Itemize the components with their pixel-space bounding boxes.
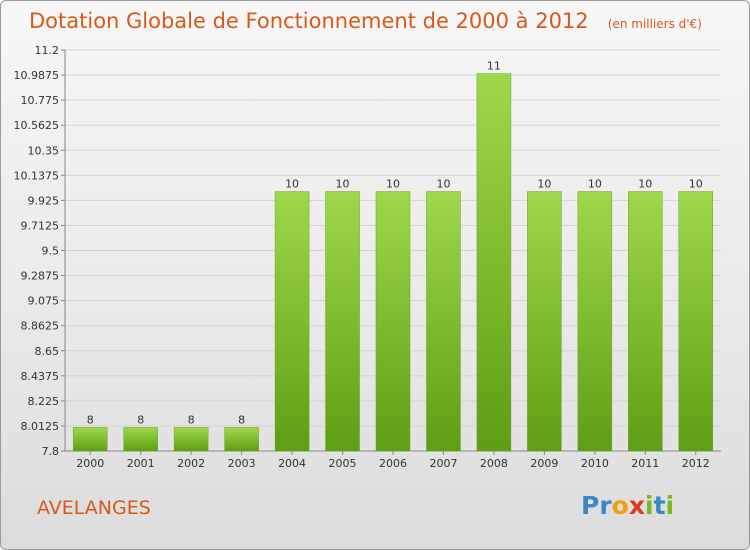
bar-value-label: 11 bbox=[487, 60, 501, 73]
bar bbox=[426, 191, 461, 452]
y-tick-label: 8.8625 bbox=[21, 320, 60, 333]
x-tick-label: 2008 bbox=[480, 457, 508, 470]
bar-value-label: 10 bbox=[436, 178, 450, 191]
y-tick-label: 8.0125 bbox=[21, 420, 60, 433]
bar bbox=[375, 191, 411, 452]
x-tick-label: 2004 bbox=[278, 457, 306, 470]
logo-letter: x bbox=[628, 491, 645, 520]
bar bbox=[325, 191, 360, 452]
bars bbox=[72, 73, 714, 452]
bar-value-label: 10 bbox=[285, 178, 299, 191]
x-tick-label: 2002 bbox=[177, 457, 205, 470]
data-labels: 8 8 8 8 10 10 10 10 11 10 10 10 10 bbox=[87, 60, 703, 427]
proxiti-logo[interactable]: Proxiti bbox=[581, 491, 674, 520]
y-tick-label: 10.9875 bbox=[14, 69, 60, 82]
bar-value-label: 10 bbox=[336, 178, 350, 191]
x-tick-label: 2006 bbox=[379, 457, 407, 470]
bar-value-label: 8 bbox=[238, 413, 245, 426]
logo-letter: r bbox=[599, 491, 612, 520]
bar-value-label: 10 bbox=[638, 178, 652, 191]
y-tick-label: 11.2 bbox=[35, 44, 60, 57]
bar bbox=[123, 427, 158, 452]
x-tick-label: 2010 bbox=[581, 457, 609, 470]
bar-value-label: 10 bbox=[537, 178, 551, 191]
x-tick-label: 2009 bbox=[530, 457, 558, 470]
y-tick-label: 10.35 bbox=[28, 144, 60, 157]
y-tick-label: 8.225 bbox=[28, 395, 60, 408]
bar-value-label: 10 bbox=[386, 178, 400, 191]
chart-subtitle: (en milliers d'€) bbox=[607, 17, 702, 31]
y-tick-label: 8.65 bbox=[35, 345, 60, 358]
y-tick-label: 9.075 bbox=[28, 295, 60, 308]
bar bbox=[173, 427, 209, 452]
bar bbox=[628, 191, 663, 452]
x-tick-label: 2012 bbox=[682, 457, 710, 470]
commune-name: AVELANGES bbox=[37, 497, 151, 519]
bar-value-label: 8 bbox=[87, 413, 94, 426]
y-tick-label: 8.4375 bbox=[21, 370, 60, 383]
x-tick-label: 2003 bbox=[228, 457, 256, 470]
x-tick-labels: 2000 2001 2002 2003 2004 2005 2006 2007 2008 2009… bbox=[76, 457, 710, 470]
bar-value-label: 10 bbox=[588, 178, 602, 191]
logo-letter: i bbox=[665, 491, 675, 520]
bar bbox=[527, 191, 562, 452]
bar-value-label: 10 bbox=[689, 178, 703, 191]
bar bbox=[274, 191, 310, 452]
y-tick-label: 10.775 bbox=[21, 94, 60, 107]
bar bbox=[224, 427, 259, 452]
y-tick-label: 10.1375 bbox=[14, 169, 60, 182]
x-tick-label: 2000 bbox=[76, 457, 104, 470]
bar bbox=[476, 73, 512, 452]
y-tick-label: 9.7125 bbox=[21, 219, 60, 232]
x-tick-label: 2005 bbox=[329, 457, 357, 470]
logo-letter: t bbox=[653, 491, 666, 520]
bar bbox=[72, 427, 108, 452]
bar-value-label: 8 bbox=[137, 413, 144, 426]
logo-letter: o bbox=[611, 491, 629, 520]
logo-letter: P bbox=[581, 491, 600, 520]
bar bbox=[577, 191, 613, 452]
y-tick-label: 10.5625 bbox=[14, 119, 60, 132]
chart-title: Dotation Globale de Fonctionnement de 20… bbox=[29, 9, 589, 33]
x-tick-label: 2007 bbox=[429, 457, 457, 470]
y-tick-labels: 11.2 10.9875 10.775 10.5625 10.35 10.1375 9.92… bbox=[14, 44, 60, 458]
logo-letter: i bbox=[645, 491, 654, 520]
x-tick-label: 2011 bbox=[631, 457, 659, 470]
title-row: Dotation Globale de Fonctionnement de 20… bbox=[29, 9, 702, 33]
y-tick-label: 9.925 bbox=[28, 194, 60, 207]
y-tick-label: 7.8 bbox=[42, 445, 60, 458]
bar bbox=[678, 191, 714, 452]
bar-value-label: 8 bbox=[188, 413, 195, 426]
y-tick-label: 9.2875 bbox=[21, 270, 60, 283]
y-tick-label: 9.5 bbox=[42, 245, 60, 258]
x-tick-label: 2001 bbox=[127, 457, 155, 470]
